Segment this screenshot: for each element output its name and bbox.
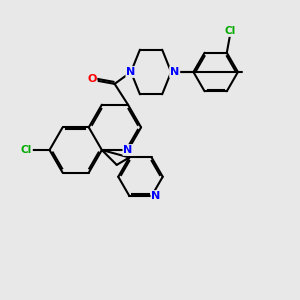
Text: Cl: Cl: [21, 145, 32, 155]
Text: O: O: [87, 74, 96, 84]
Text: N: N: [170, 67, 179, 77]
Text: Cl: Cl: [224, 26, 236, 36]
Text: N: N: [126, 67, 136, 77]
Text: N: N: [123, 145, 133, 155]
Text: N: N: [152, 191, 161, 201]
